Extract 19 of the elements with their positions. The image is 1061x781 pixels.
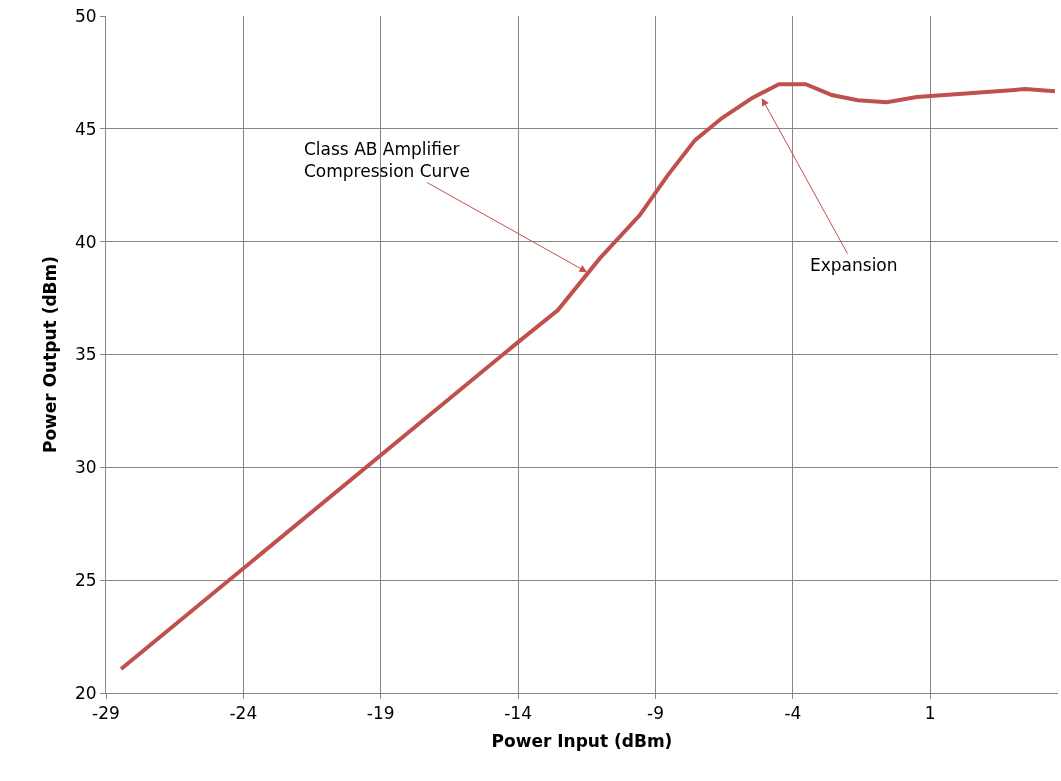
y-tick-label: 45 bbox=[74, 118, 97, 139]
x-tick-label: -4 bbox=[784, 703, 802, 724]
x-tick-label: -19 bbox=[366, 703, 395, 724]
x-tick-label: 1 bbox=[924, 703, 936, 724]
y-tick-label: 25 bbox=[74, 570, 97, 591]
line-series bbox=[119, 82, 1057, 672]
y-tick-label: 20 bbox=[74, 682, 97, 703]
annotation: Expansion bbox=[810, 255, 898, 275]
y-axis-title: Power Output (dBm) bbox=[39, 255, 60, 454]
x-axis-title: Power Input (dBm) bbox=[491, 730, 673, 751]
annotation: Class AB Amplifier Compression Curve bbox=[304, 139, 470, 182]
y-tick-label: 30 bbox=[74, 457, 97, 478]
x-tick-label: -9 bbox=[647, 703, 664, 724]
x-tick-label: -14 bbox=[504, 703, 533, 724]
y-tick-label: 35 bbox=[74, 344, 97, 365]
x-tick-label: -24 bbox=[229, 703, 258, 724]
x-tick-label: -29 bbox=[92, 703, 120, 724]
y-tick-label: 50 bbox=[74, 5, 97, 26]
y-tick-label: 40 bbox=[74, 231, 97, 252]
